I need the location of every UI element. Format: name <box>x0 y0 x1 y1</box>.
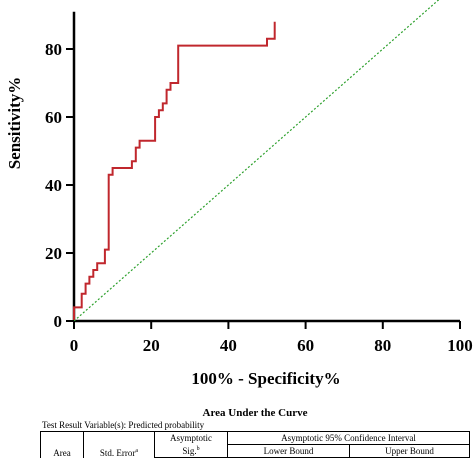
header-lower-bound: Lower Bound <box>226 444 351 458</box>
header-sig: Sig.b <box>154 444 228 458</box>
header-ci-label: Asymptotic 95% Confidence Interval <box>281 433 416 443</box>
header-asymptotic: Asymptotic <box>154 431 228 445</box>
header-lower-label: Lower Bound <box>263 446 314 456</box>
table-variable-note: Test Result Variable(s): Predicted proba… <box>42 420 205 430</box>
chart-ticks: 0 20 40 60 80 100 0 20 40 60 80 <box>45 40 473 355</box>
header-sig-sup: b <box>196 445 200 452</box>
y-tick-label: 0 <box>54 312 63 331</box>
table-title: Area Under the Curve <box>202 407 308 419</box>
roc-chart: 0 20 40 60 80 100 0 20 40 60 80 Sensitivity% 100% … <box>5 0 473 388</box>
header-area: Area <box>40 431 84 458</box>
header-std-error-label: Std. Error <box>99 447 136 458</box>
header-upper-label: Upper Bound <box>385 446 434 456</box>
x-tick-label: 60 <box>297 336 314 355</box>
header-asymptotic-label: Asymptotic <box>170 433 212 444</box>
y-axis-label: Sensitivity% <box>5 77 24 170</box>
x-tick-label: 80 <box>374 336 391 355</box>
header-ci: Asymptotic 95% Confidence Interval <box>227 431 470 445</box>
chart-series <box>73 0 440 322</box>
roc-curve-line <box>73 21 276 321</box>
x-tick-label: 0 <box>70 336 79 355</box>
header-sig-label: Sig. <box>182 445 197 456</box>
auc-table-block: Area Under the Curve Test Result Variabl… <box>0 406 474 458</box>
x-axis-label: 100% - Specificity% <box>191 369 340 388</box>
y-tick-label: 60 <box>45 108 62 127</box>
y-tick-label: 40 <box>45 176 62 195</box>
y-tick-label: 80 <box>45 40 62 59</box>
x-tick-label: 100 <box>447 336 473 355</box>
reference-diagonal-line <box>73 0 440 322</box>
chart-axes <box>72 11 460 323</box>
header-std-error: Std. Errora <box>83 431 155 458</box>
table-subheader-row: Sig.b Lower Bound Upper Bound <box>41 444 470 458</box>
x-tick-label: 40 <box>220 336 237 355</box>
x-tick-label: 20 <box>143 336 160 355</box>
header-upper-bound: Upper Bound <box>349 444 470 458</box>
auc-table: Area Std. Errora Asymptotic Asymptotic 9… <box>40 431 470 458</box>
table-header-row: Area Std. Errora Asymptotic Asymptotic 9… <box>40 431 470 458</box>
y-tick-label: 20 <box>45 244 62 263</box>
header-std-error-sup: a <box>135 447 139 454</box>
header-area-label: Area <box>53 447 71 458</box>
